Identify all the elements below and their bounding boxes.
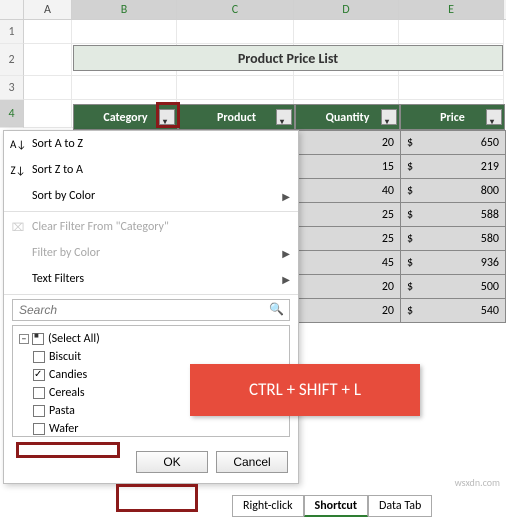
col-header-D[interactable]: D (294, 0, 399, 19)
annotation-filter-btn (156, 102, 180, 128)
menu-filter-color-label: Filter by Color (32, 246, 100, 260)
cell-price[interactable]: $500 (401, 275, 506, 299)
cell-qty[interactable]: 15 (296, 155, 401, 179)
cell-price[interactable]: $800 (401, 179, 506, 203)
cell-price[interactable]: $650 (401, 131, 506, 155)
filter-item-cereals-label: Cereals (49, 386, 85, 400)
sort-az-icon: A↓ (10, 138, 26, 151)
cell-price[interactable]: $540 (401, 299, 506, 323)
cell-qty[interactable]: 25 (296, 227, 401, 251)
tab-datatab[interactable]: Data Tab (368, 495, 432, 517)
chevron-right-icon: ▶ (282, 273, 290, 286)
filter-item-candies-label: Candies (49, 368, 87, 382)
row-label-1[interactable]: 1 (0, 20, 24, 44)
column-headers: A B C D E (0, 0, 506, 20)
menu-sort-az[interactable]: A↓ Sort A to Z (4, 131, 298, 157)
cell-price[interactable]: $580 (401, 227, 506, 251)
cell-qty[interactable]: 45 (296, 251, 401, 275)
tab-rightclick[interactable]: Right-click (232, 495, 304, 517)
header-price: Price (400, 104, 505, 130)
clear-filter-icon: ⌧ (10, 221, 26, 234)
menu-sort-za[interactable]: Z↓ Sort Z to A (4, 157, 298, 183)
menu-sort-color[interactable]: Sort by Color ▶ (4, 183, 298, 209)
autofilter-menu: A↓ Sort A to Z Z↓ Sort Z to A Sort by Colo… (3, 130, 299, 484)
filter-search-input[interactable] (12, 299, 290, 321)
table-header-row: Category Product Quantity Price (73, 104, 505, 130)
watermark: wsxdn.com (455, 476, 500, 489)
menu-clear-filter: ⌧ Clear Filter From "Category" (4, 214, 298, 240)
filter-item-selectall-label: (Select All) (48, 332, 100, 346)
col-header-A[interactable]: A (24, 0, 72, 19)
filter-item-wafer[interactable]: Wafer (17, 420, 285, 437)
menu-sort-color-label: Sort by Color (32, 189, 95, 203)
cell-price[interactable]: $219 (401, 155, 506, 179)
menu-text-filters[interactable]: Text Filters ▶ (4, 266, 298, 292)
header-quantity: Quantity (295, 104, 400, 130)
filter-search: 🔍 (12, 299, 290, 321)
row-label-4[interactable]: 4 (0, 100, 24, 128)
col-header-C[interactable]: C (177, 0, 294, 19)
menu-sort-za-label: Sort Z to A (32, 163, 83, 177)
row-label-2[interactable]: 2 (0, 44, 24, 76)
filter-item-wafer-label: Wafer (49, 422, 78, 436)
menu-filter-color: Filter by Color ▶ (4, 240, 298, 266)
cell-qty[interactable]: 25 (296, 203, 401, 227)
cell-price[interactable]: $936 (401, 251, 506, 275)
filter-item-pasta-label: Pasta (49, 404, 75, 418)
header-category-label: Category (103, 111, 147, 125)
filter-item-biscuit-label: Biscuit (49, 350, 81, 364)
filter-button-product[interactable] (276, 109, 292, 125)
cell-qty[interactable]: 20 (296, 131, 401, 155)
cell-qty[interactable]: 20 (296, 299, 401, 323)
row-label-3[interactable]: 3 (0, 76, 24, 100)
header-product: Product (178, 104, 295, 130)
cancel-button[interactable]: Cancel (216, 451, 288, 473)
cell-qty[interactable]: 20 (296, 275, 401, 299)
filter-button-quantity[interactable] (381, 109, 397, 125)
select-all-corner[interactable] (0, 0, 24, 19)
shortcut-badge: CTRL + SHIFT + L (190, 364, 420, 416)
page-title: Product Price List (73, 45, 503, 71)
header-quantity-label: Quantity (326, 111, 370, 125)
annotation-ok (116, 484, 198, 512)
chevron-right-icon: ▶ (282, 247, 290, 260)
menu-text-filters-label: Text Filters (32, 272, 84, 286)
filter-item-selectall[interactable]: −(Select All) (17, 330, 285, 348)
sort-za-icon: Z↓ (10, 164, 26, 177)
cell-qty[interactable]: 40 (296, 179, 401, 203)
cell-price[interactable]: $588 (401, 203, 506, 227)
search-icon: 🔍 (269, 302, 284, 317)
col-header-B[interactable]: B (72, 0, 177, 19)
ok-button[interactable]: OK (136, 451, 208, 473)
menu-clear-filter-label: Clear Filter From "Category" (32, 220, 169, 234)
tab-shortcut[interactable]: Shortcut (304, 495, 368, 517)
menu-sort-az-label: Sort A to Z (32, 137, 83, 151)
filter-button-price[interactable] (486, 109, 502, 125)
header-price-label: Price (440, 111, 465, 125)
header-product-label: Product (217, 111, 256, 125)
sheet-tabs: Right-click Shortcut Data Tab (232, 495, 432, 517)
col-header-E[interactable]: E (399, 0, 504, 19)
chevron-right-icon: ▶ (282, 190, 290, 203)
annotation-candies (16, 442, 120, 458)
